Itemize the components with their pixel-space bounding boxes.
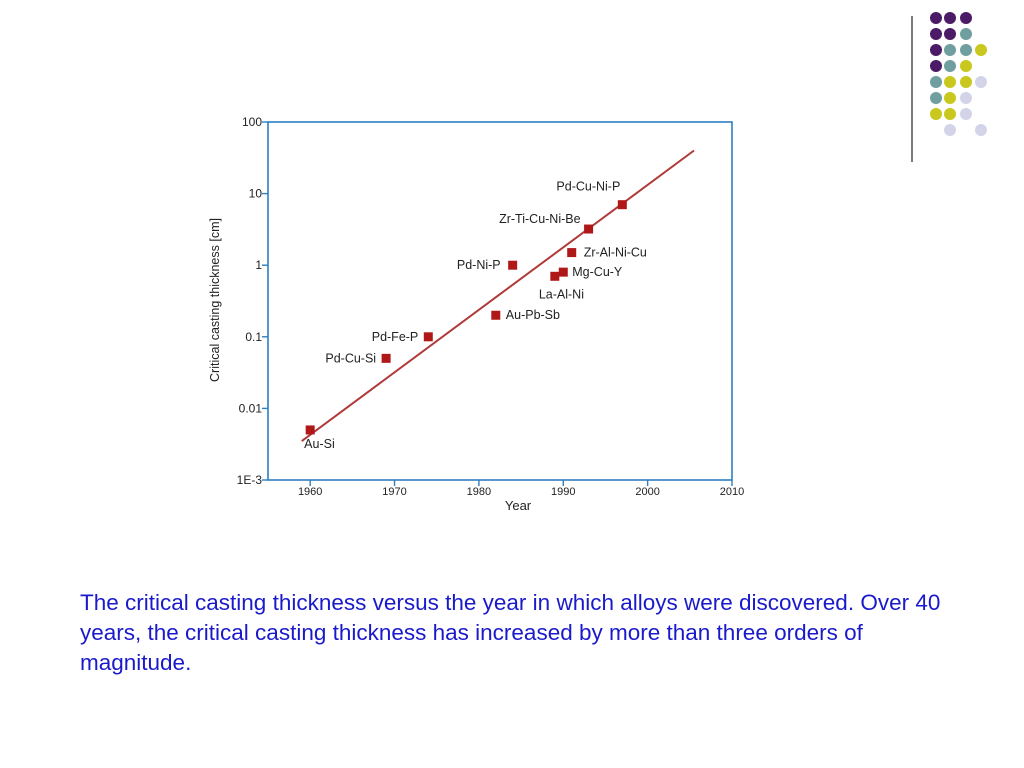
- data-point-label: La-Al-Ni: [539, 287, 584, 301]
- data-point-label: Zr-Ti-Cu-Ni-Be: [499, 212, 581, 226]
- decorative-dot: [930, 92, 942, 104]
- decorative-dot: [944, 108, 956, 120]
- data-point-label: Zr-Al-Ni-Cu: [584, 246, 647, 260]
- data-point-marker: [550, 271, 560, 281]
- data-point-label: Pd-Fe-P: [372, 330, 419, 344]
- decorative-dot: [930, 28, 942, 40]
- data-point-label: Au-Pb-Sb: [506, 308, 560, 322]
- data-point-label: Pd-Ni-P: [457, 258, 501, 272]
- decorative-dot: [975, 76, 987, 88]
- decorative-dot: [930, 76, 942, 88]
- chart-axes: 1960 1970 1980 1990 2000 2010 1E-3 0.01 0.1 1 10 10…: [237, 115, 745, 498]
- x-axis-title: Year: [505, 498, 532, 513]
- decorative-dot: [960, 108, 972, 120]
- decorative-dot: [930, 12, 942, 24]
- decorative-dot: [944, 28, 956, 40]
- decorative-dot: [930, 108, 942, 120]
- decorative-dot: [960, 12, 972, 24]
- decorative-dot: [960, 92, 972, 104]
- vertical-divider: [911, 16, 913, 162]
- y-tick-label: 0.1: [245, 330, 262, 344]
- decorative-dot-grid: [924, 12, 1014, 152]
- y-tick-label: 1E-3: [237, 473, 263, 487]
- data-point-label: Au-Si: [304, 437, 335, 451]
- data-point-label: Pd-Cu-Ni-P: [556, 180, 620, 194]
- data-points: [305, 200, 627, 435]
- decorative-dot: [930, 44, 942, 56]
- data-point-marker: [423, 332, 433, 342]
- decorative-dot: [944, 76, 956, 88]
- data-point-marker: [491, 310, 501, 320]
- data-point-label: Mg-Cu-Y: [572, 265, 623, 279]
- data-point-marker: [567, 248, 577, 258]
- trend-line-group: [301, 149, 695, 442]
- plot-frame: [267, 121, 733, 481]
- decorative-dot: [960, 28, 972, 40]
- decorative-dot: [960, 60, 972, 72]
- point-labels: Au-Si Pd-Cu-Si Pd-Fe-P Au-Pb-Sb Pd-Ni-P La-Al…: [304, 180, 647, 451]
- decorative-dot: [960, 76, 972, 88]
- x-tick-label: 2000: [635, 486, 659, 498]
- decorative-dot: [930, 60, 942, 72]
- data-point-marker: [381, 353, 391, 363]
- decorative-dot: [975, 124, 987, 136]
- y-tick-label: 1: [255, 258, 262, 272]
- decorative-dot: [944, 44, 956, 56]
- x-tick-label: 1960: [298, 486, 322, 498]
- decorative-dot: [975, 44, 987, 56]
- data-point-marker: [584, 224, 594, 234]
- trend-line: [301, 149, 695, 442]
- data-point-marker: [305, 425, 315, 435]
- x-tick-label: 2010: [720, 486, 744, 498]
- y-axis-title: Critical casting thickness [cm]: [208, 218, 222, 382]
- x-tick-label: 1990: [551, 486, 575, 498]
- x-tick-label: 1970: [382, 486, 406, 498]
- slide-caption: The critical casting thickness versus th…: [80, 590, 941, 675]
- decorative-dot: [960, 44, 972, 56]
- decorative-dot: [944, 92, 956, 104]
- y-tick-label: 0.01: [239, 401, 263, 415]
- data-point-label: Pd-Cu-Si: [325, 351, 376, 365]
- data-point-marker: [617, 200, 627, 210]
- decorative-dot: [944, 124, 956, 136]
- decorative-dot: [944, 12, 956, 24]
- x-tick-label: 1980: [467, 486, 491, 498]
- y-tick-label: 10: [249, 187, 263, 201]
- y-tick-label: 100: [242, 115, 262, 129]
- data-point-marker: [558, 267, 568, 277]
- data-point-marker: [508, 260, 518, 270]
- decorative-dot: [944, 60, 956, 72]
